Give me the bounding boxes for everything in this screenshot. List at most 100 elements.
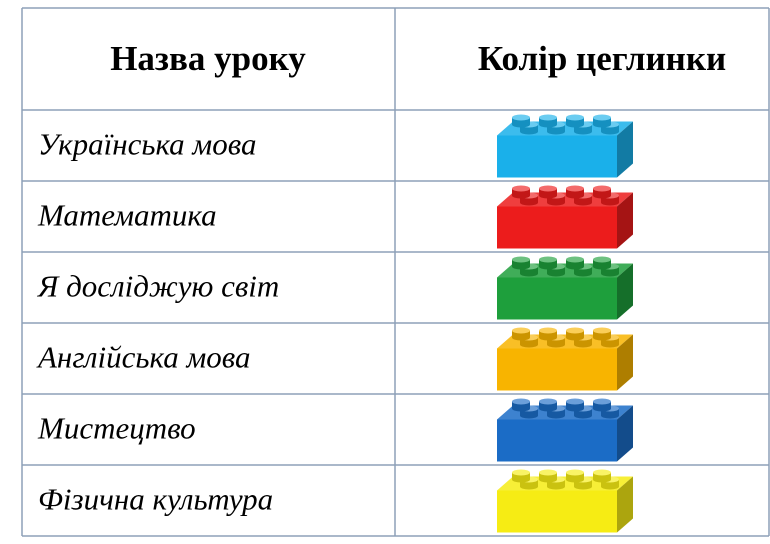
stud-bottom	[547, 483, 565, 490]
stud-side	[601, 195, 619, 203]
stud-side	[520, 124, 538, 132]
stud-top	[512, 256, 530, 263]
stud-bottom	[520, 199, 538, 206]
stud-bottom	[539, 476, 557, 483]
stud-top	[566, 114, 584, 121]
stud-side	[547, 337, 565, 345]
stud-side	[547, 124, 565, 132]
stud-side	[539, 401, 557, 409]
stud-side	[520, 195, 538, 203]
stud-side	[593, 330, 611, 338]
stud-side	[512, 330, 530, 338]
stud-side	[593, 401, 611, 409]
subject-cell: Я досліджую світ	[36, 269, 279, 304]
stud-side	[512, 401, 530, 409]
stud-top	[593, 114, 611, 121]
stud-bottom	[593, 192, 611, 199]
stud-side	[547, 266, 565, 274]
stud-top	[566, 327, 584, 334]
stud-bottom	[601, 412, 619, 419]
stud-bottom	[593, 334, 611, 341]
subject-cell: Англійська мова	[36, 340, 251, 375]
stud-bottom	[601, 199, 619, 206]
stud-side	[512, 472, 530, 480]
stud-bottom	[520, 341, 538, 348]
stud-side	[566, 188, 584, 196]
stud-bottom	[547, 128, 565, 135]
stud-bottom	[539, 405, 557, 412]
brick	[497, 398, 633, 462]
brick-side	[617, 263, 633, 320]
brick-front	[497, 277, 617, 320]
stud-side	[593, 259, 611, 267]
stud-side	[512, 117, 530, 125]
stud-top	[566, 469, 584, 476]
stud-bottom	[539, 263, 557, 270]
stud-bottom	[512, 476, 530, 483]
stud-bottom	[512, 192, 530, 199]
stud-side	[566, 259, 584, 267]
stud-side	[601, 266, 619, 274]
stud-top	[566, 185, 584, 192]
stud-top	[539, 398, 557, 405]
stud-side	[574, 479, 592, 487]
stud-bottom	[593, 476, 611, 483]
stud-side	[574, 408, 592, 416]
subject-cell: Математика	[37, 198, 217, 233]
stud-side	[601, 408, 619, 416]
stud-side	[520, 266, 538, 274]
stud-bottom	[512, 263, 530, 270]
stud-side	[566, 401, 584, 409]
stud-top	[539, 185, 557, 192]
brick-front	[497, 490, 617, 533]
brick	[497, 327, 633, 391]
stud-bottom	[574, 341, 592, 348]
stud-side	[601, 337, 619, 345]
stud-top	[566, 398, 584, 405]
stud-bottom	[520, 270, 538, 277]
stud-top	[512, 327, 530, 334]
brick-front	[497, 206, 617, 249]
stud-side	[520, 479, 538, 487]
stud-bottom	[566, 405, 584, 412]
subject-cell: Українська мова	[38, 127, 256, 162]
brick	[497, 185, 633, 249]
stud-bottom	[539, 334, 557, 341]
stud-bottom	[547, 270, 565, 277]
stud-side	[539, 188, 557, 196]
stud-bottom	[574, 270, 592, 277]
stud-side	[512, 259, 530, 267]
stud-bottom	[520, 483, 538, 490]
stud-side	[574, 337, 592, 345]
stud-bottom	[512, 121, 530, 128]
stud-bottom	[601, 270, 619, 277]
stud-bottom	[566, 121, 584, 128]
stud-top	[593, 185, 611, 192]
stud-side	[520, 408, 538, 416]
stud-bottom	[539, 192, 557, 199]
stud-bottom	[539, 121, 557, 128]
stud-bottom	[520, 412, 538, 419]
stud-bottom	[512, 334, 530, 341]
stud-top	[593, 256, 611, 263]
stud-side	[547, 195, 565, 203]
stud-bottom	[574, 199, 592, 206]
header-cell: Колір цеглинки	[478, 39, 726, 78]
stud-bottom	[574, 483, 592, 490]
stud-top	[512, 398, 530, 405]
stud-bottom	[547, 341, 565, 348]
stud-bottom	[574, 128, 592, 135]
stud-bottom	[566, 334, 584, 341]
stud-side	[566, 117, 584, 125]
stud-top	[539, 114, 557, 121]
stud-side	[574, 124, 592, 132]
stud-side	[574, 266, 592, 274]
stud-bottom	[566, 476, 584, 483]
stud-bottom	[574, 412, 592, 419]
stud-bottom	[566, 263, 584, 270]
stud-side	[574, 195, 592, 203]
stud-top	[539, 469, 557, 476]
subject-cell: Мистецтво	[37, 411, 196, 446]
brick-front	[497, 135, 617, 178]
